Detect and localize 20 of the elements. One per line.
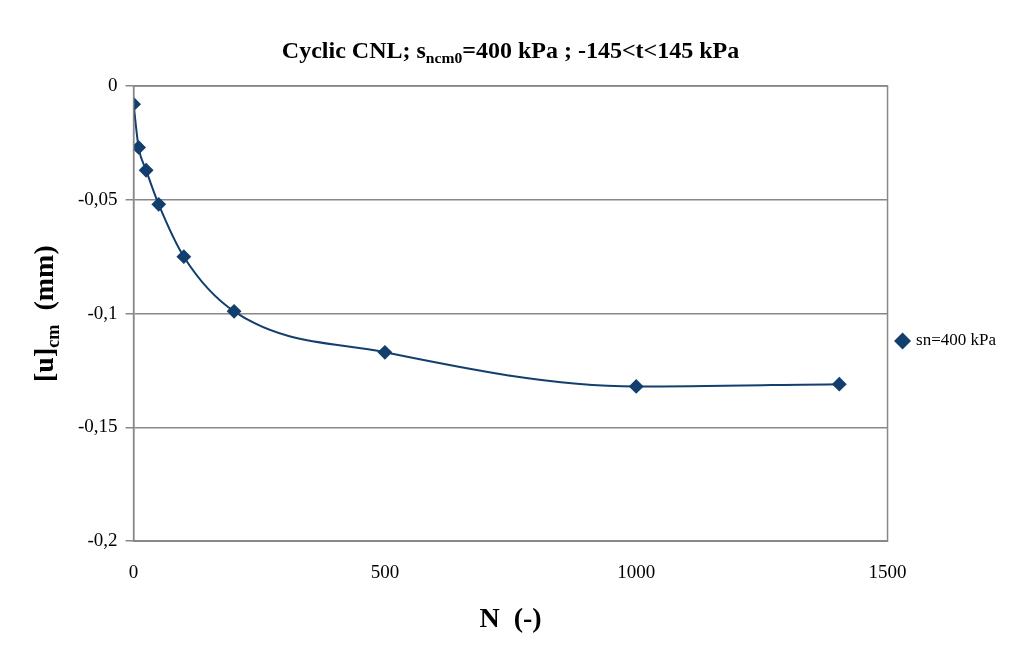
point xyxy=(377,345,392,360)
point xyxy=(832,377,847,392)
y-tick-label: -0,1 xyxy=(87,301,118,323)
y-tick-label: -0,2 xyxy=(87,529,118,551)
x-tick-label: 500 xyxy=(370,560,400,582)
x-axis-title: N (-) xyxy=(479,602,542,634)
point xyxy=(176,249,191,264)
point xyxy=(139,163,154,178)
x-tick-label: 0 xyxy=(128,560,139,582)
point xyxy=(133,140,146,155)
x-tick-label: 1500 xyxy=(868,560,907,582)
legend-label: sn=400 kPa xyxy=(916,330,997,350)
y-tick-label: -0,15 xyxy=(78,415,118,437)
y-axis-title: [u]cm (mm) xyxy=(28,245,64,382)
point xyxy=(227,304,242,319)
x-tick-label: 1000 xyxy=(617,560,656,582)
y-tick-label: -0,05 xyxy=(78,187,118,209)
point xyxy=(629,379,644,394)
y-tick-label: 0 xyxy=(108,73,118,95)
point xyxy=(151,197,166,212)
